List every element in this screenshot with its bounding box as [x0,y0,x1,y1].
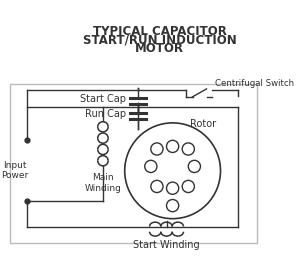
Circle shape [151,143,163,155]
Text: Centrifugal Switch: Centrifugal Switch [215,79,294,88]
Text: Start Winding: Start Winding [133,240,200,250]
Bar [10,84,257,243]
Circle shape [182,143,194,155]
Text: Start Cap: Start Cap [80,94,127,104]
Text: MOTOR: MOTOR [135,42,184,55]
Text: TYPICAL CAPACITOR: TYPICAL CAPACITOR [93,25,226,38]
Text: START/RUN INDUCTION: START/RUN INDUCTION [83,34,236,47]
Text: Run Cap: Run Cap [85,109,127,119]
Circle shape [151,180,163,192]
Text: Rotor: Rotor [190,119,216,129]
Circle shape [167,199,179,212]
Circle shape [188,160,200,173]
Circle shape [167,182,179,194]
Circle shape [167,140,179,153]
Circle shape [145,160,157,173]
Text: Input
Power: Input Power [2,161,28,180]
Circle shape [125,123,220,219]
Circle shape [182,180,194,192]
Text: Main
Winding: Main Winding [85,173,122,193]
